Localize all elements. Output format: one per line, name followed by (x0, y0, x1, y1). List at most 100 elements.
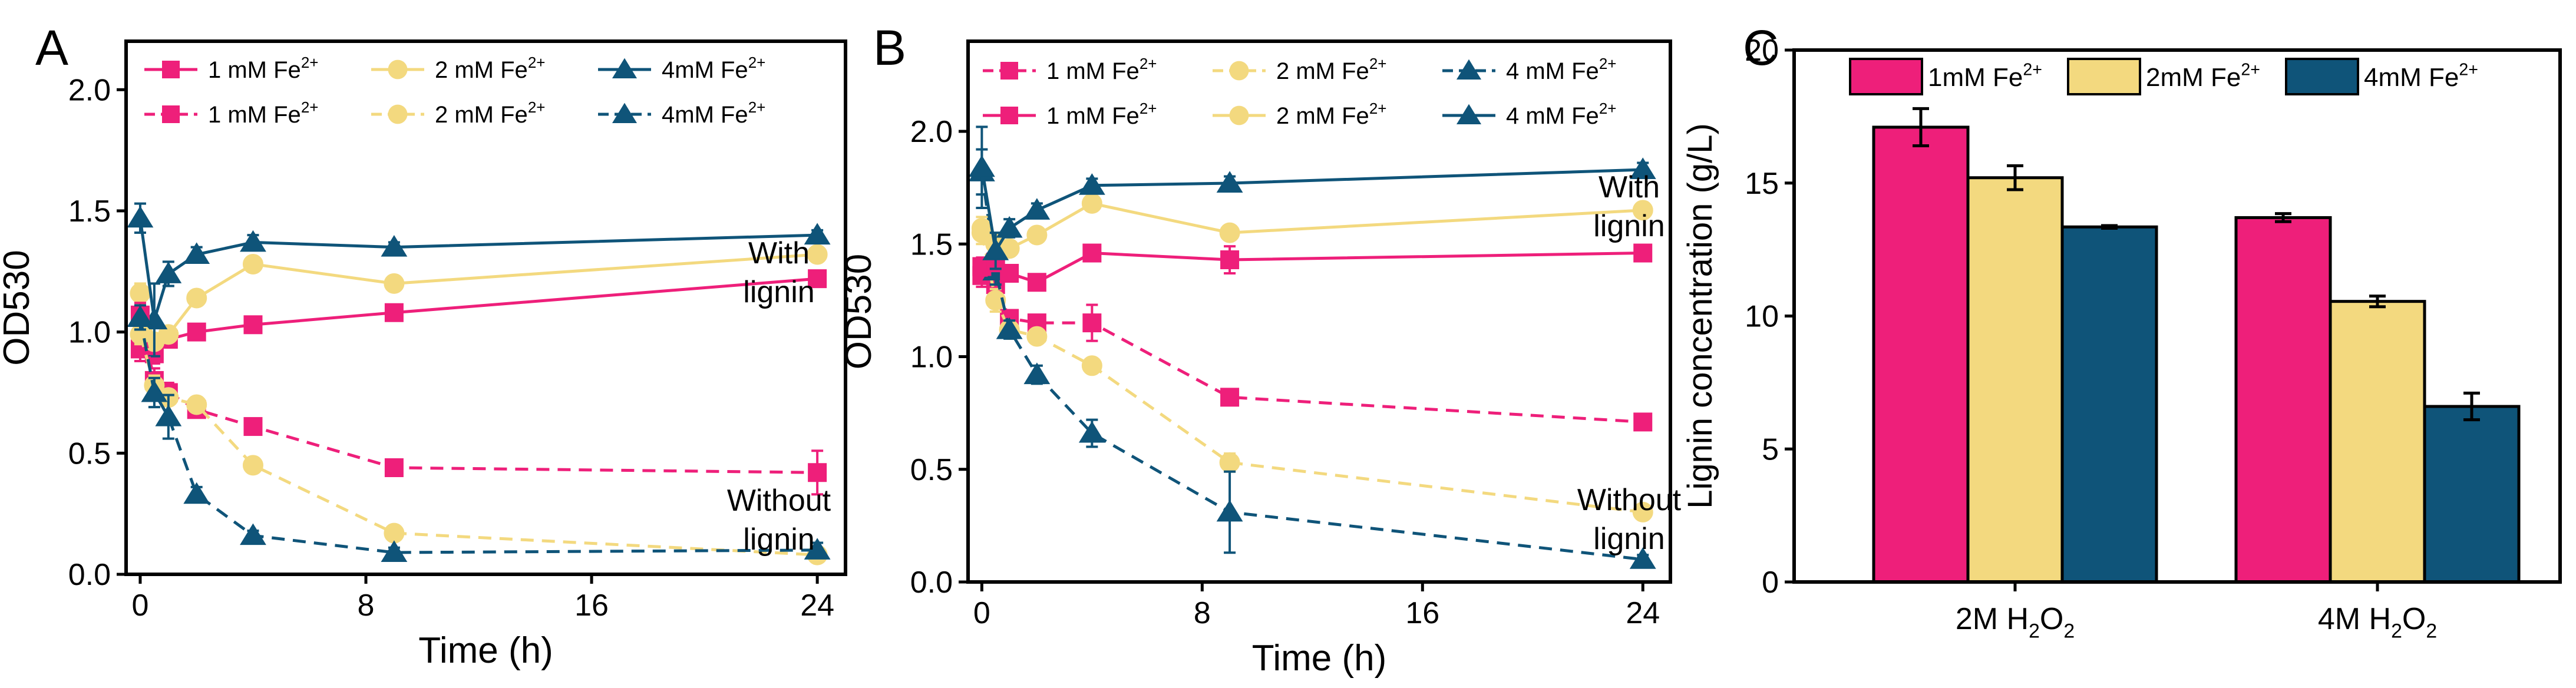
legend-marker (1456, 59, 1482, 80)
legend-label: 4mM Fe2+​ (662, 54, 765, 83)
legend-label: 2 mM Fe2+​ (1276, 100, 1386, 129)
legend-swatch (1849, 58, 1923, 95)
legend-marker (1229, 61, 1249, 81)
annotation-line: With (748, 236, 810, 270)
series-5 (971, 193, 1653, 259)
data-point (1082, 313, 1102, 333)
text-run: Fe (1342, 103, 1369, 129)
text-run: 4mM (2364, 63, 2429, 92)
legend-item: 1 mM Fe2+​ (144, 54, 318, 83)
text-run: 1mM (1928, 63, 1993, 92)
legend-marker (1000, 62, 1018, 80)
legend-marker (162, 105, 180, 123)
annotation: With lignin (743, 236, 814, 309)
text-run: O (2040, 602, 2063, 636)
y-tick-label: 0.5 (910, 453, 953, 487)
data-point (804, 223, 831, 245)
legend-marker (388, 59, 408, 80)
bar (2234, 216, 2332, 584)
data-point (968, 155, 995, 177)
legend: 1mM Fe2+​ 2mM Fe2+​ 4mM Fe2+​ (1849, 58, 2478, 95)
text-run: Fe (1342, 58, 1369, 84)
text-run: Fe (500, 57, 528, 83)
text-run: Fe (2211, 63, 2241, 92)
annotation: With lignin (1593, 170, 1665, 243)
data-point (1081, 193, 1102, 214)
data-point (996, 216, 1023, 238)
x-tick-label: 0 (131, 588, 148, 623)
annotation-line: lignin (743, 522, 814, 557)
text-run: 2 mM (435, 57, 500, 83)
data-point (1023, 362, 1051, 385)
x-tick-label: 0 (973, 596, 990, 630)
data-point (240, 523, 266, 545)
legend-label: 1 mM Fe2+​ (208, 54, 318, 83)
annotation-line: lignin (1593, 209, 1665, 243)
x-tick-label: 24 (800, 588, 834, 623)
data-point (1632, 501, 1653, 522)
y-tick-label: 5 (1762, 432, 1779, 467)
panel-c: C 2M H2O2​ 4M H2O2​ 0 5 10 15 20 Lignin concentr… (1681, 20, 2562, 643)
y-tick-label: 0.5 (68, 436, 111, 471)
data-point (384, 303, 404, 322)
series-line (980, 201, 1643, 250)
superscript: 2+ (301, 54, 319, 71)
data-point (1219, 452, 1240, 473)
data-point (1629, 157, 1656, 180)
text-run: 4 mM (1506, 58, 1571, 84)
legend-marker (1456, 104, 1482, 124)
data-point (186, 287, 207, 309)
data-point (808, 463, 827, 482)
data-point (1082, 243, 1102, 263)
annotation-line: Without (1577, 483, 1682, 517)
y-tick-label: 15 (1745, 167, 1779, 201)
legend-label: 4mM Fe2+​ (2364, 61, 2478, 92)
legend-label: 4mM Fe2+​ (662, 98, 765, 128)
data-point (186, 394, 207, 415)
data-point (804, 538, 831, 560)
x-tick-label: 16 (574, 588, 609, 623)
plot-frame (124, 39, 847, 576)
series-2 (971, 220, 1653, 522)
data-point (971, 217, 992, 239)
legend-item: 1 mM Fe2+​ (144, 98, 318, 128)
text-run: 1 mM (1046, 58, 1112, 84)
series-line (138, 334, 818, 557)
text-run: 4mM (662, 57, 721, 83)
legend-label: 2 mM Fe2+​ (435, 54, 545, 83)
legend-item: 1mM Fe2+​ (1849, 58, 2042, 95)
annotation: Without lignin (727, 484, 831, 557)
data-point (1078, 421, 1105, 443)
panel-a: A 0 8 16 24 0.0 0.5 1.0 1.5 2.0 Time (h) OD530 1 mM … (0, 20, 847, 671)
panel-letter: C (1743, 20, 1779, 75)
series-3 (127, 202, 831, 358)
legend-label: 1mM Fe2+​ (1928, 61, 2042, 92)
legend-marker (612, 58, 638, 78)
legend: 1 mM Fe2+​ 2 mM Fe2+​ 4 mM Fe2+​ 1 mM Fe2+​… (983, 55, 1616, 129)
y-tick-label: 0 (1762, 565, 1779, 600)
superscript: 2+ (2459, 61, 2478, 80)
text-run: 2M (1956, 602, 2007, 636)
annotation-line: lignin (1593, 522, 1665, 556)
superscript: 2+ (1599, 55, 1617, 72)
legend: 1 mM Fe2+​2 mM Fe2+​4mM Fe2+​1 mM Fe2+​2… (144, 54, 765, 128)
bar (2423, 405, 2521, 584)
data-point (1078, 173, 1105, 195)
x-tick-label: 4M H2O2​ (2318, 602, 2437, 643)
data-point (807, 244, 828, 265)
series-line (138, 317, 818, 554)
y-tick-label: 10 (1745, 300, 1779, 334)
series-line (140, 277, 818, 356)
text-run: 2 mM (435, 102, 500, 128)
legend-label: 1 mM Fe2+​ (1046, 55, 1157, 84)
legend-marker (1000, 107, 1018, 124)
text-run: Fe (1112, 103, 1140, 129)
bar (2329, 300, 2426, 584)
data-point (996, 317, 1023, 339)
data-point (1216, 171, 1243, 193)
data-point (242, 455, 263, 476)
superscript: 2+ (1369, 100, 1387, 117)
superscript: 2+ (748, 98, 766, 116)
legend-item: 2 mM Fe2+​ (1213, 55, 1386, 84)
superscript: 2+ (1369, 55, 1387, 72)
